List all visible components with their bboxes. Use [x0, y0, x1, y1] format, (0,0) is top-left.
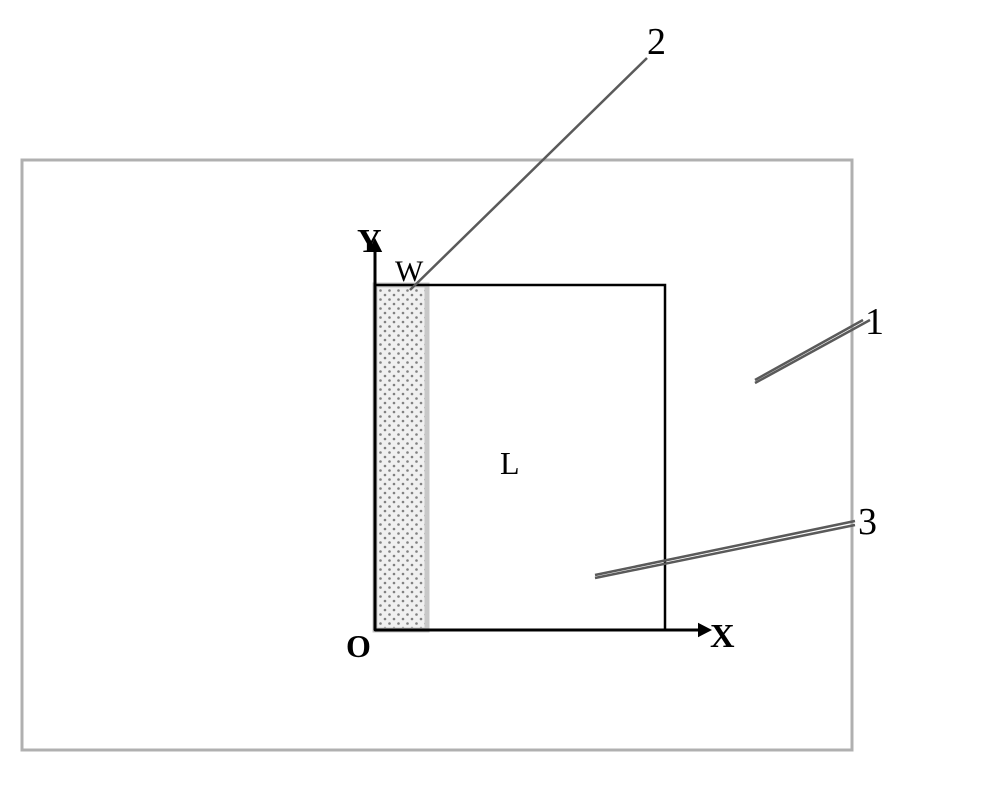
callout-number-1: 1	[865, 300, 884, 344]
axis-label-x: X	[710, 618, 735, 656]
callout-number-3: 3	[858, 500, 877, 544]
axis-label-y: Y	[357, 223, 382, 261]
callout-number-2: 2	[647, 20, 666, 64]
origin-label: O	[346, 628, 371, 665]
dotted-strip	[375, 285, 427, 630]
width-label: W	[395, 255, 423, 289]
technical-diagram	[0, 0, 1000, 794]
outer-rectangle	[22, 160, 852, 750]
length-label: L	[500, 445, 520, 482]
